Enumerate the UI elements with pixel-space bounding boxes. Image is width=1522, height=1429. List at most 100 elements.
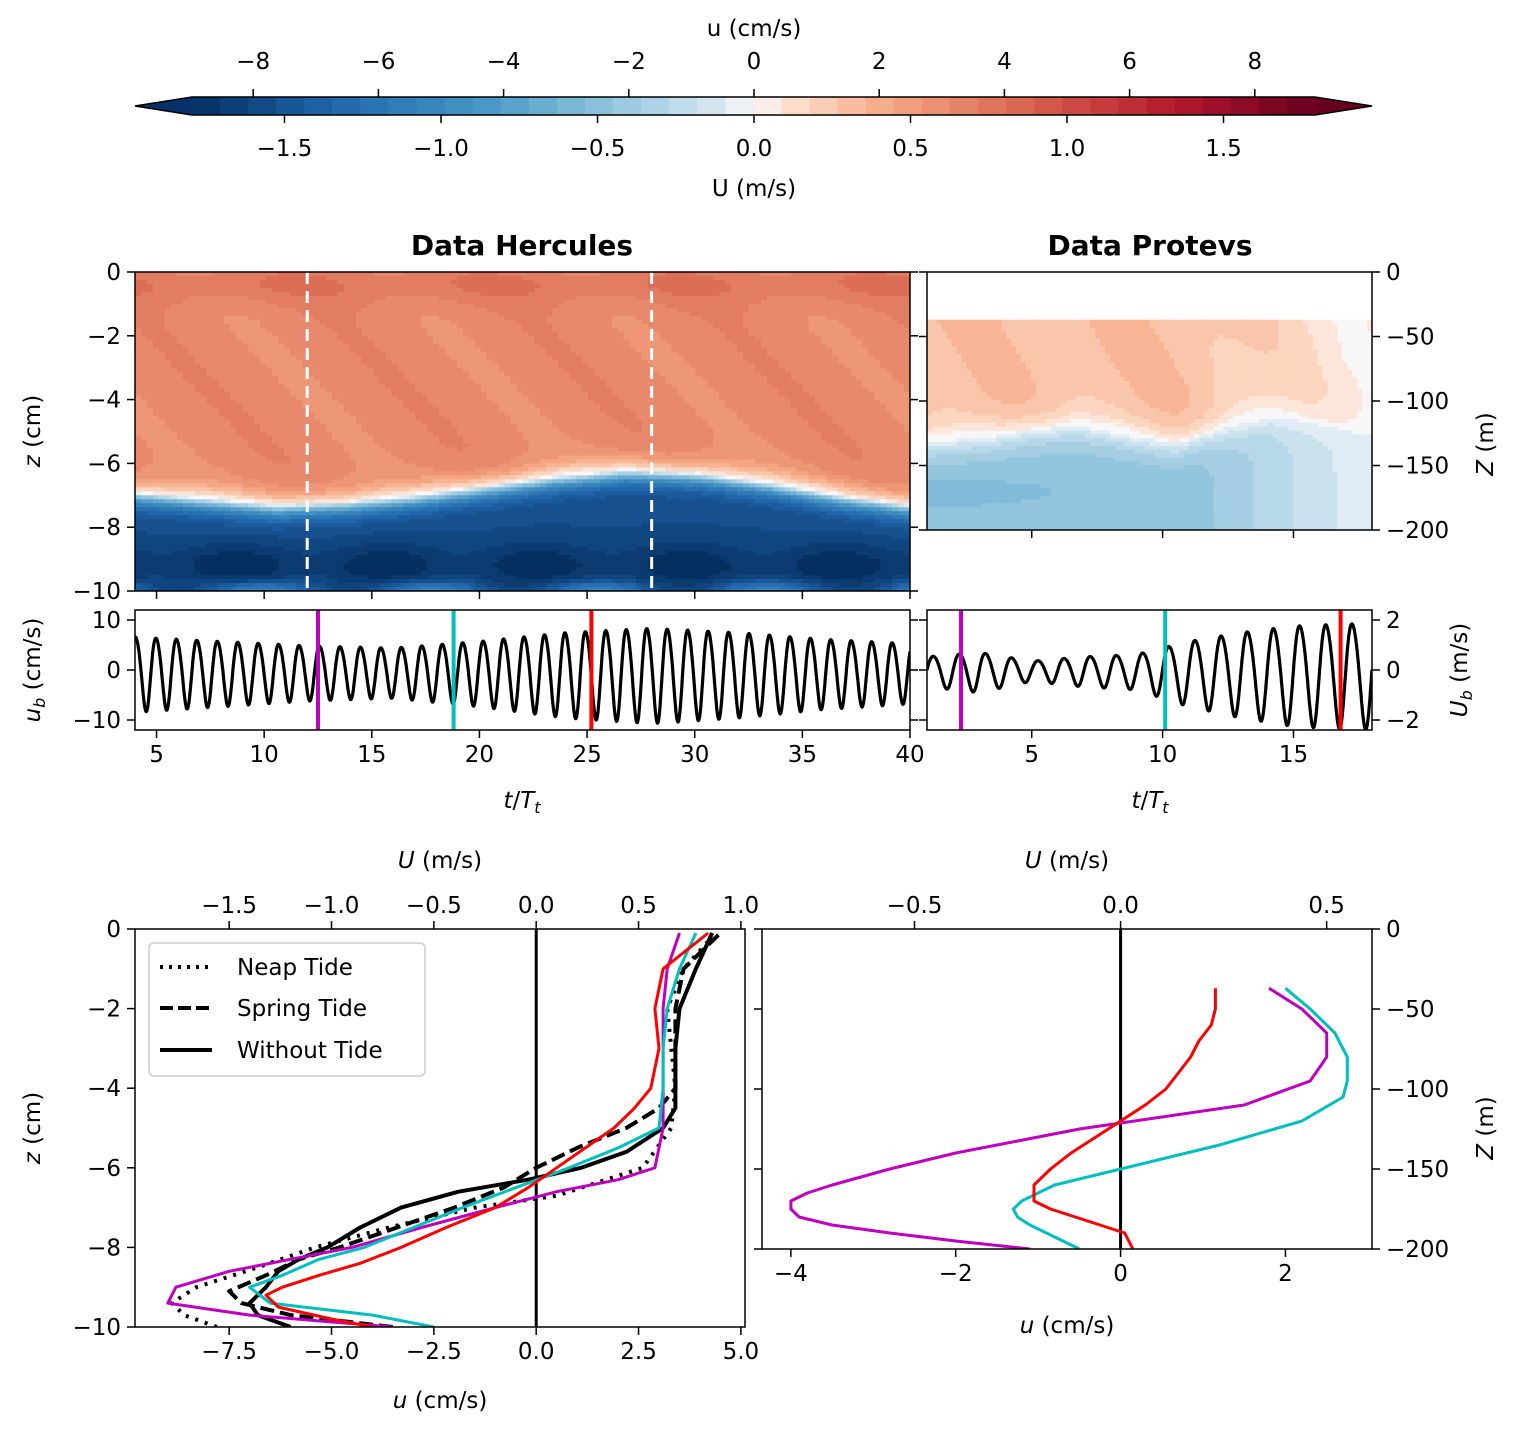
hercules-contour-cell xyxy=(474,555,482,560)
hercules-contour-cell xyxy=(224,323,232,329)
hercules-contour-cell xyxy=(474,323,482,329)
hercules-contour-cell xyxy=(409,351,416,357)
hercules-contour-cell xyxy=(224,375,232,381)
hercules-contour-cell xyxy=(319,511,327,516)
hercules-contour-cell xyxy=(284,571,291,576)
hercules-contour-cell xyxy=(456,455,464,461)
hercules-contour-cell xyxy=(284,479,291,485)
hercules-contour-cell xyxy=(439,375,446,381)
hercules-contour-cell xyxy=(355,439,363,445)
hercules-contour-cell xyxy=(200,403,208,409)
hercules-contour-cell xyxy=(403,555,410,560)
hercules-contour-cell xyxy=(301,419,309,425)
hercules-contour-cell xyxy=(379,447,387,453)
hercules-contour-cell xyxy=(176,475,184,481)
hercules-contour-cell xyxy=(480,463,488,469)
hercules-contour-cell xyxy=(295,347,303,353)
hercules-contour-cell xyxy=(295,547,303,552)
hercules-contour-cell xyxy=(337,387,345,393)
hercules-contour-cell xyxy=(164,523,172,528)
hercules-contour-cell xyxy=(462,399,470,405)
hercules-contour-cell xyxy=(278,391,285,397)
hercules-contour-cell xyxy=(385,559,393,564)
hercules-contour-cell xyxy=(391,567,399,572)
hercules-contour-cell xyxy=(325,467,333,473)
hercules-contour-cell xyxy=(319,583,327,588)
hercules-contour-cell xyxy=(319,463,327,469)
hercules-contour-cell xyxy=(498,319,506,325)
hercules-contour-cell xyxy=(260,371,267,377)
hercules-contour-cell xyxy=(403,291,410,297)
hercules-contour-cell xyxy=(152,323,160,329)
hercules-contour-cell xyxy=(176,455,184,461)
hercules-contour-cell xyxy=(295,439,303,445)
hercules-contour-cell xyxy=(278,507,285,512)
hercules-contour-cell xyxy=(272,511,279,516)
hercules-contour-cell xyxy=(337,471,345,477)
hercules-contour-cell xyxy=(170,279,178,285)
hercules-contour-cell xyxy=(146,423,154,429)
hercules-contour-cell xyxy=(397,571,404,576)
hercules-contour-cell xyxy=(266,351,273,357)
hercules-contour-cell xyxy=(242,291,249,297)
hercules-contour-cell xyxy=(212,331,220,337)
hercules-contour-cell xyxy=(343,487,351,493)
hercules-contour-cell xyxy=(445,535,452,540)
hercules-contour-cell xyxy=(450,335,458,341)
hercules-contour-cell xyxy=(284,487,291,493)
hercules-contour-cell xyxy=(140,311,148,317)
hercules-contour-cell xyxy=(379,299,387,305)
hercules-contour-cell xyxy=(236,531,244,536)
hercules-contour-cell xyxy=(164,503,172,508)
hercules-contour-cell xyxy=(385,463,393,469)
hercules-contour-cell xyxy=(135,511,142,516)
hercules-contour-cell xyxy=(260,503,267,508)
hercules-contour-cell xyxy=(170,307,178,313)
hercules-contour-cell xyxy=(200,559,208,564)
hercules-contour-cell xyxy=(409,531,416,536)
hercules-contour-cell xyxy=(462,551,470,556)
hercules-contour-cell xyxy=(260,471,267,477)
hercules-contour-cell xyxy=(158,543,166,548)
hercules-contour-cell xyxy=(260,587,267,591)
hercules-contour-cell xyxy=(272,407,279,413)
hercules-contour-cell xyxy=(212,423,220,429)
hercules-contour-cell xyxy=(361,275,369,281)
hercules-contour-cell xyxy=(462,299,470,305)
colorbar-bottom-tick-label: 1.5 xyxy=(1205,136,1242,162)
hercules-contour-cell xyxy=(242,559,249,564)
hercules-contour-cell xyxy=(176,511,184,516)
hercules-contour-cell xyxy=(272,571,279,576)
hercules-contour-cell xyxy=(462,491,470,496)
hercules-contour-cell xyxy=(409,519,416,524)
hercules-contour-cell xyxy=(236,503,244,508)
hercules-contour-cell xyxy=(343,375,351,381)
colorbar-band xyxy=(1258,97,1288,115)
hercules-contour-cell xyxy=(272,279,279,285)
hercules-contour-cell xyxy=(498,347,506,353)
hercules-contour-cell xyxy=(367,503,375,508)
hercules-contour-cell xyxy=(391,343,399,349)
hercules-contour-cell xyxy=(266,411,273,417)
hercules-contour-cell xyxy=(433,411,440,417)
hercules-contour-cell xyxy=(260,407,267,413)
hercules-contour-cell xyxy=(421,547,428,552)
hercules-contour-cell xyxy=(337,311,345,317)
hercules-contour-cell xyxy=(248,563,255,568)
hercules-contour-cell xyxy=(140,387,148,393)
hercules-contour-cell xyxy=(337,571,345,576)
hercules-contour-cell xyxy=(307,475,315,481)
hercules-contour-cell xyxy=(421,387,428,393)
hercules-contour-cell xyxy=(236,371,244,377)
hercules-contour-cell xyxy=(456,567,464,572)
hercules-contour-cell xyxy=(486,467,494,473)
hercules-contour-cell xyxy=(272,515,279,520)
hercules-contour-cell xyxy=(492,439,500,445)
hercules-contour-cell xyxy=(319,391,327,397)
hercules-contour-cell xyxy=(498,335,506,341)
hercules-contour-cell xyxy=(331,387,339,393)
hercules-contour-cell xyxy=(158,383,166,389)
hercules-contour-cell xyxy=(248,519,255,524)
hercules-contour-cell xyxy=(385,283,393,289)
hercules-contour-cell xyxy=(462,583,470,588)
